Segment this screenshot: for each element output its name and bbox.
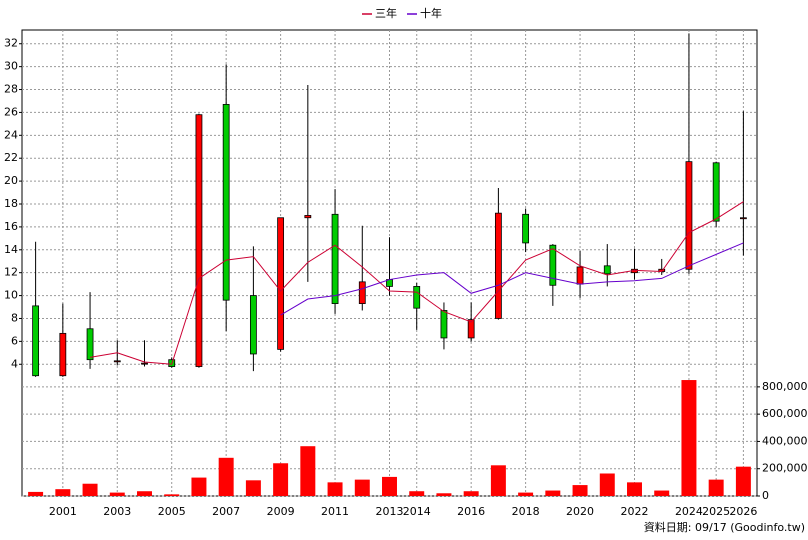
volume-bar	[28, 491, 44, 496]
candle-body	[685, 161, 693, 270]
candle-body	[222, 104, 230, 301]
x-tick-label: 2003	[103, 505, 131, 518]
volume-bar	[735, 466, 751, 496]
volume-bar	[82, 483, 98, 496]
candle-body	[59, 332, 67, 377]
y-tick-label: 26	[4, 105, 18, 118]
y2-tick-label: 600,000	[762, 407, 808, 420]
x-tick-label: 2020	[566, 505, 594, 518]
candle-body	[277, 217, 285, 350]
candle-body	[413, 286, 421, 309]
y-tick-label: 32	[4, 37, 18, 50]
volume-bar	[382, 476, 397, 496]
y-tick-label: 6	[11, 334, 18, 347]
volume-bar	[273, 463, 289, 496]
candle-body	[549, 244, 557, 286]
volume-bar	[572, 485, 588, 496]
volume-bar	[354, 479, 370, 496]
candle-body	[304, 215, 312, 219]
candle-body	[576, 266, 584, 285]
candle-body	[522, 213, 530, 244]
volume-bar	[436, 493, 452, 496]
legend-label: 十年	[420, 6, 442, 20]
ma-line	[280, 242, 744, 316]
volume-bar	[463, 491, 479, 496]
y-tick-label: 30	[4, 60, 18, 73]
x-tick-label: 2022	[621, 505, 649, 518]
y2-tick-label: 0	[762, 489, 769, 502]
x-tick-label: 2014	[403, 505, 431, 518]
volume-bar	[55, 489, 71, 496]
y-tick-label: 4	[11, 357, 18, 370]
y-tick-label: 14	[4, 243, 18, 256]
volume-bar	[627, 482, 642, 496]
x-tick-label: 2013	[376, 505, 404, 518]
x-tick-label: 2026	[729, 505, 757, 518]
y-tick-label: 22	[4, 151, 18, 164]
candle-body	[113, 360, 121, 363]
footnote: 資料日期: 09/17 (Goodinfo.tw)	[644, 520, 805, 534]
volume-bar	[708, 479, 724, 496]
y-tick-label: 16	[4, 220, 18, 233]
volume-bar	[109, 492, 125, 496]
volume-bar	[681, 380, 697, 496]
candle-body	[249, 295, 257, 355]
candle-body	[494, 212, 502, 319]
volume-bar	[300, 446, 316, 496]
candle-body	[712, 162, 720, 222]
volume-bar	[245, 480, 261, 496]
y2-tick-label: 400,000	[762, 434, 808, 447]
x-tick-label: 2025	[702, 505, 730, 518]
y-tick-label: 28	[4, 83, 18, 96]
volume-bar	[191, 477, 207, 496]
volume-bar	[409, 491, 425, 496]
x-tick-label: 2011	[321, 505, 349, 518]
volume-bar	[490, 465, 506, 496]
x-tick-label: 2009	[267, 505, 295, 518]
y-tick-label: 18	[4, 197, 18, 210]
legend-label: 三年	[375, 6, 397, 20]
volume-bar	[164, 494, 180, 496]
x-tick-label: 2018	[512, 505, 540, 518]
volume-bar	[545, 490, 561, 496]
candle-body	[86, 328, 94, 361]
x-tick-label: 2016	[457, 505, 485, 518]
candle-body	[331, 213, 339, 304]
ma-line	[89, 201, 744, 365]
volume-bar	[327, 482, 343, 496]
candle-body	[467, 319, 475, 339]
volume-bar	[518, 492, 534, 496]
candle-body	[440, 310, 448, 339]
candle-body	[32, 305, 40, 377]
x-tick-label: 2024	[675, 505, 703, 518]
y-tick-label: 8	[11, 311, 18, 324]
y-tick-label: 20	[4, 174, 18, 187]
volume-bar	[137, 491, 152, 496]
candle-body	[141, 362, 148, 365]
y2-tick-label: 800,000	[762, 380, 808, 393]
y-tick-label: 24	[4, 128, 18, 141]
candle-body	[739, 217, 747, 220]
y2-tick-label: 200,000	[762, 462, 808, 475]
volume-bar	[654, 490, 670, 496]
candle-body	[195, 114, 203, 367]
y-tick-label: 10	[4, 289, 18, 302]
volume-bar	[218, 457, 234, 496]
volume-bar	[599, 473, 615, 496]
candle-body	[603, 265, 611, 275]
x-tick-label: 2005	[158, 505, 186, 518]
candle-body	[358, 281, 366, 304]
y-tick-label: 12	[4, 266, 18, 279]
x-tick-label: 2007	[212, 505, 240, 518]
x-tick-label: 2001	[49, 505, 77, 518]
